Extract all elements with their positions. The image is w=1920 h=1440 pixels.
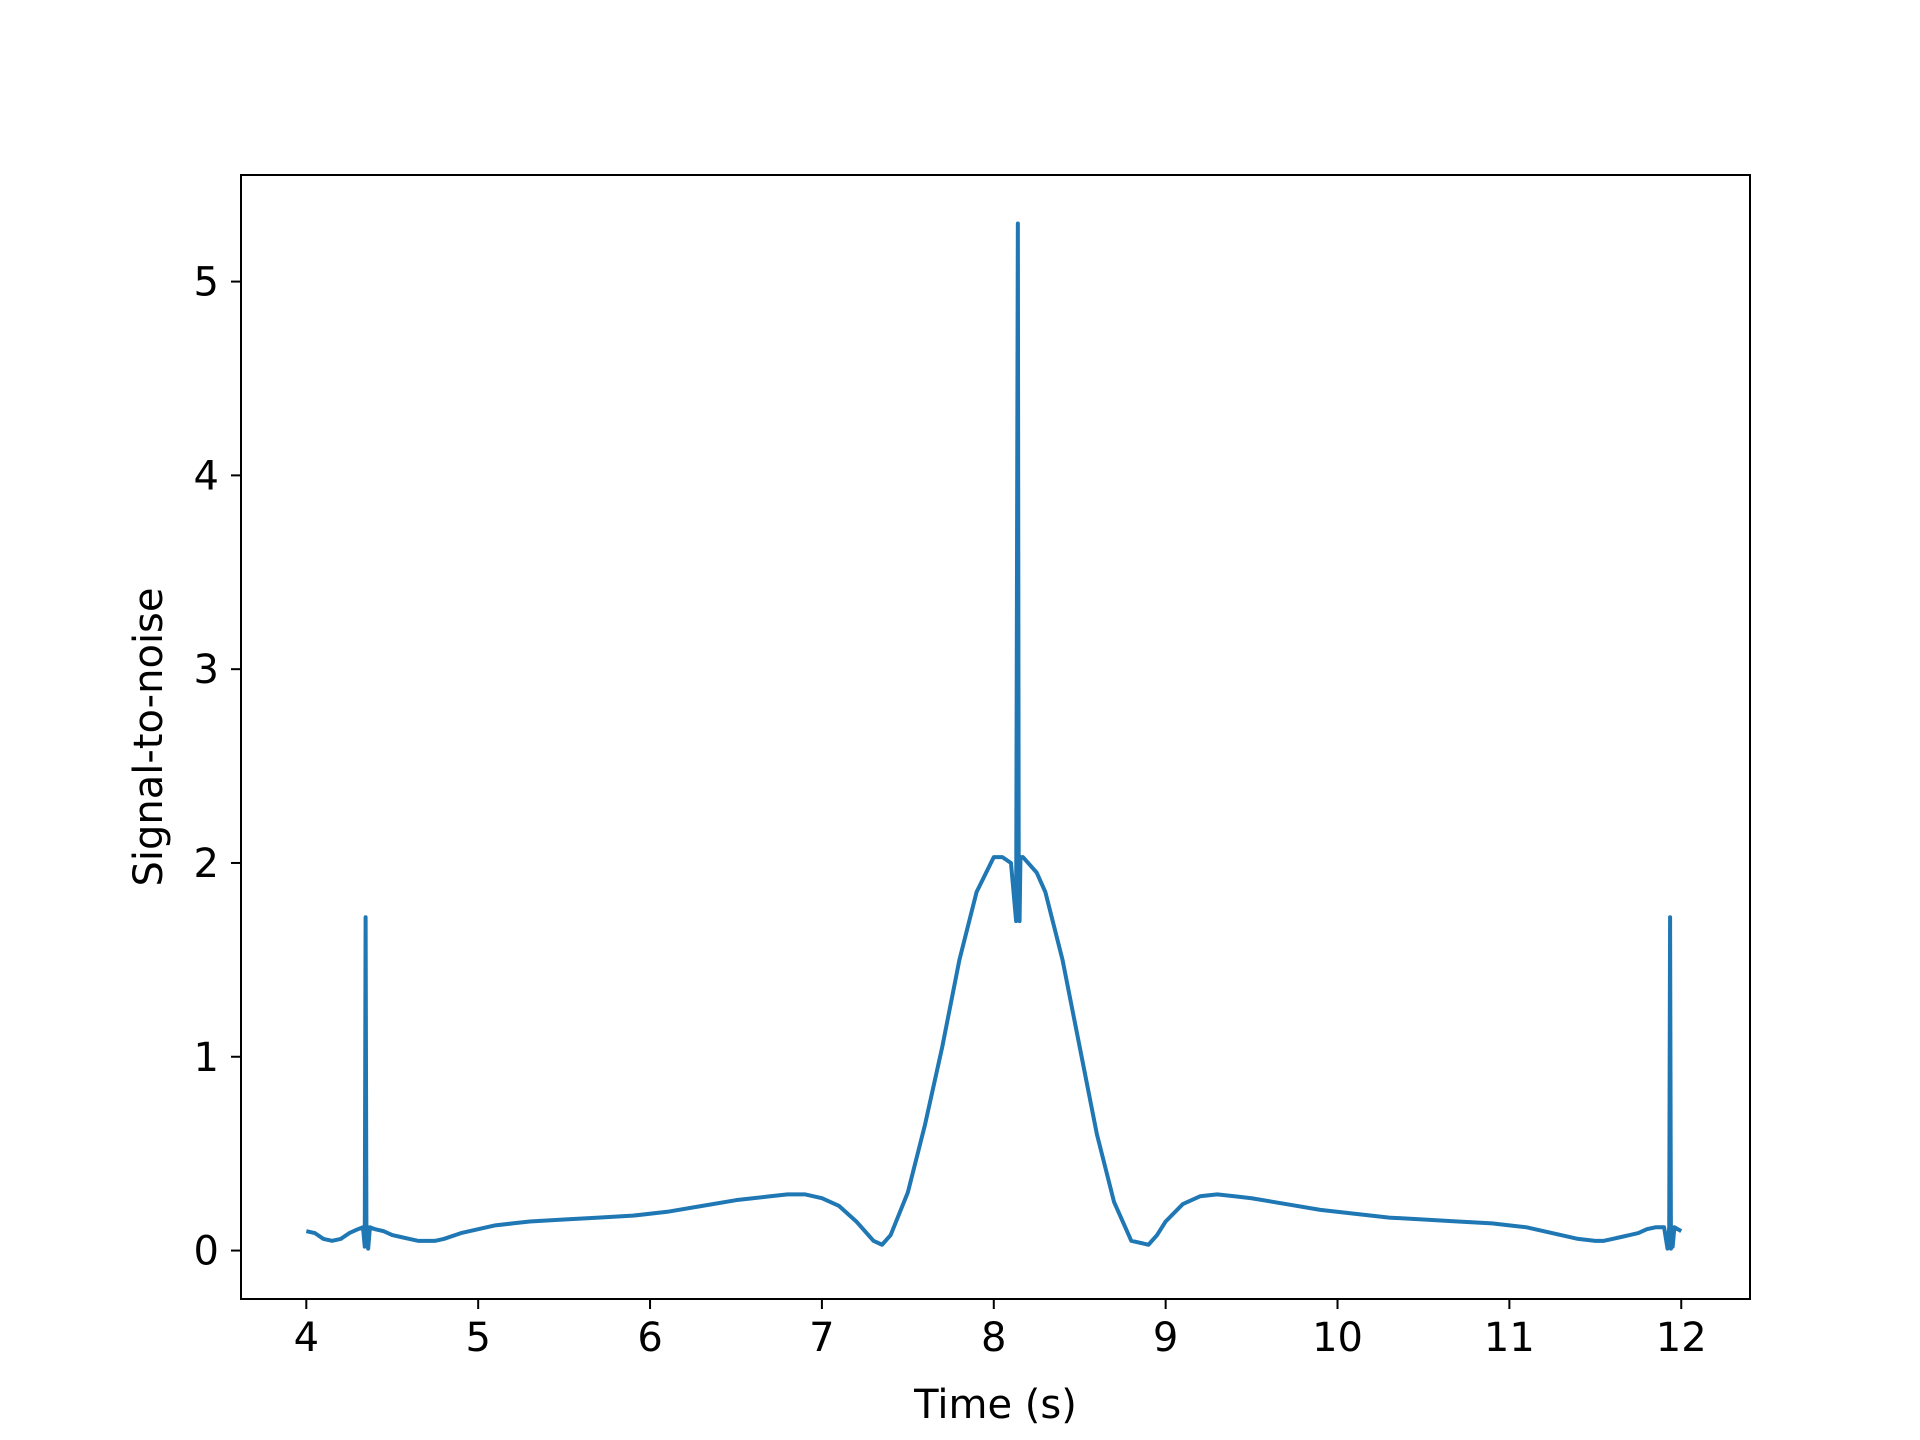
series-line-0 bbox=[305, 221, 1683, 1251]
y-axis: 0 1 2 3 4 5 bbox=[194, 260, 241, 1275]
x-tick-label: 8 bbox=[981, 1315, 1006, 1361]
plot-area bbox=[305, 221, 1683, 1251]
x-axis-label: Time (s) bbox=[913, 1382, 1077, 1428]
y-tick-label: 0 bbox=[194, 1229, 219, 1275]
x-tick-label: 10 bbox=[1312, 1315, 1363, 1361]
x-tick-label: 9 bbox=[1153, 1315, 1178, 1361]
y-tick-label: 2 bbox=[194, 841, 219, 887]
x-axis: 4 5 6 7 8 9 10 11 12 bbox=[294, 1299, 1707, 1361]
axes-frame bbox=[240, 174, 1751, 1300]
y-tick-label: 1 bbox=[194, 1035, 219, 1081]
x-tick-label: 12 bbox=[1656, 1315, 1707, 1361]
x-tick-label: 4 bbox=[294, 1315, 319, 1361]
y-tick-label: 4 bbox=[194, 453, 219, 499]
y-axis-label: Signal-to-noise bbox=[126, 587, 172, 886]
x-tick-label: 7 bbox=[809, 1315, 834, 1361]
x-tick-label: 5 bbox=[465, 1315, 490, 1361]
y-tick-label: 3 bbox=[194, 647, 219, 693]
x-tick-label: 6 bbox=[637, 1315, 662, 1361]
y-tick-label: 5 bbox=[194, 260, 219, 306]
x-tick-label: 11 bbox=[1484, 1315, 1535, 1361]
